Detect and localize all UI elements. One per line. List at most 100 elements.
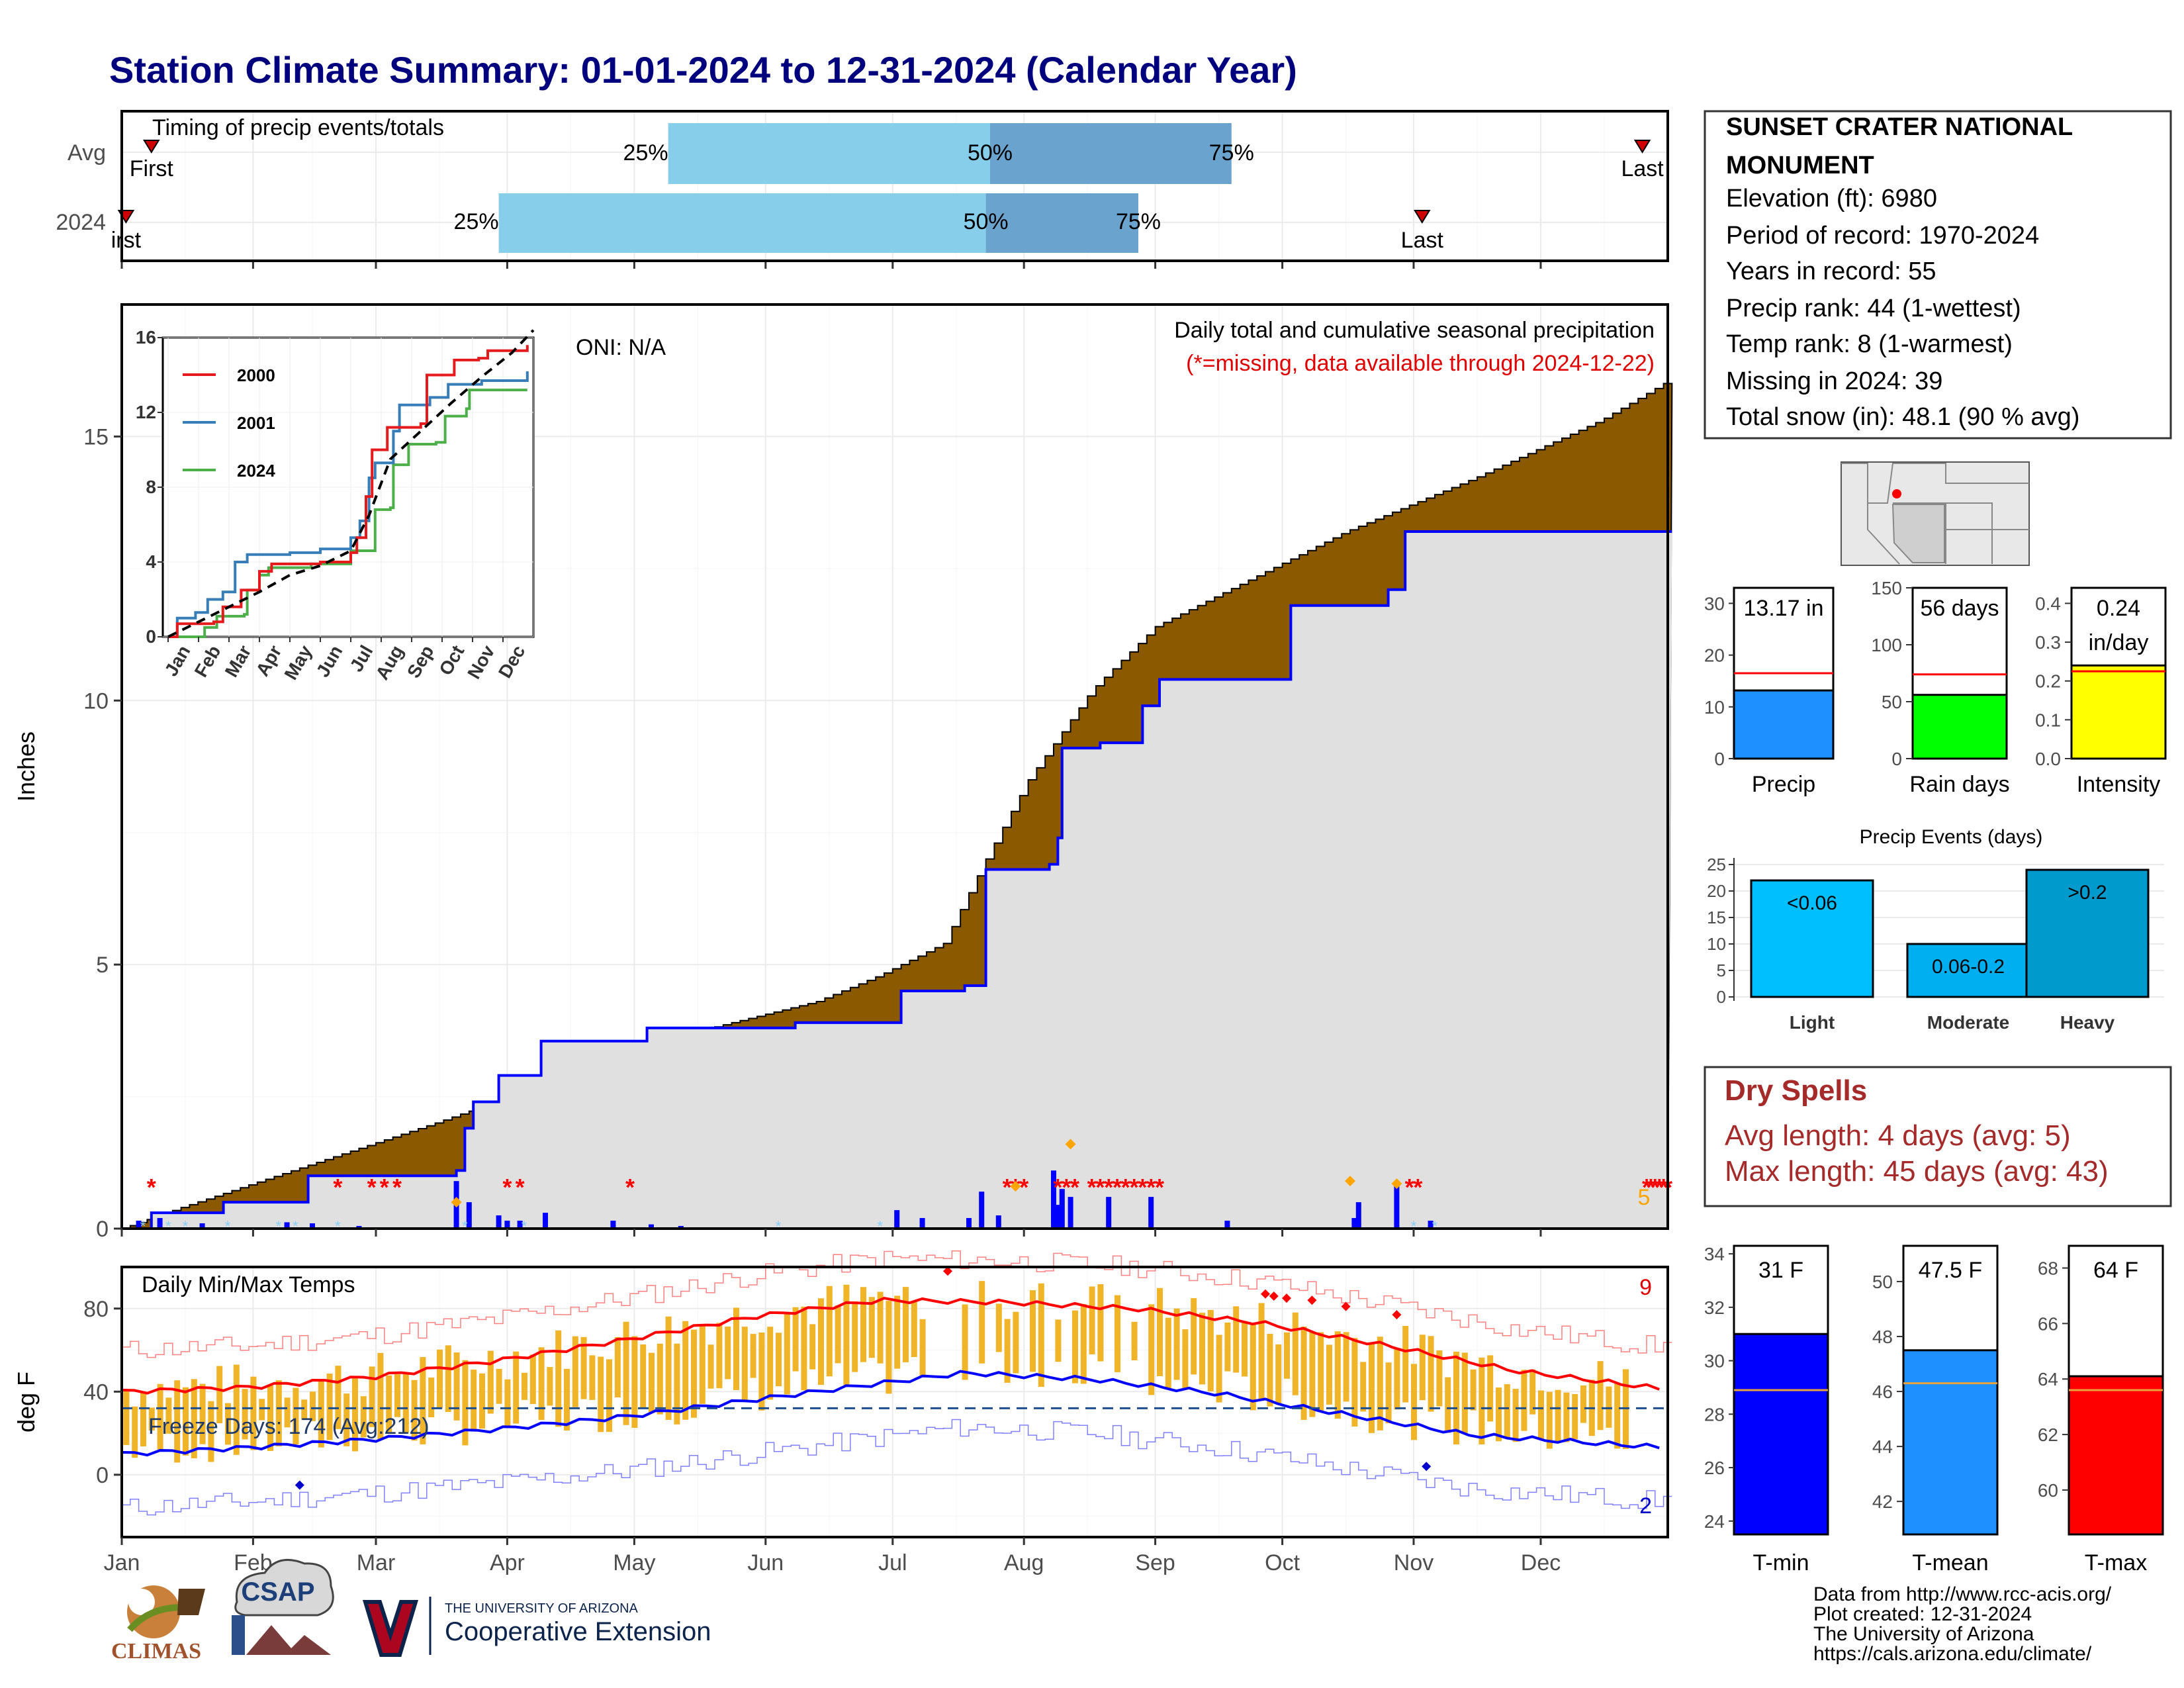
- daily-temp-bar: [1292, 1312, 1298, 1395]
- daily-precip-bar: [284, 1222, 290, 1229]
- precip-bar: [1733, 689, 1835, 760]
- temp-y-tick: 40: [83, 1380, 109, 1405]
- daily-temp-bar: [750, 1334, 756, 1378]
- daily-precip-bar: [995, 1215, 1001, 1229]
- daily-temp-bar: [1233, 1306, 1240, 1373]
- daily-temp-bar: [1030, 1290, 1036, 1372]
- daily-temp-bar: [1369, 1342, 1375, 1433]
- tmin-tick: 26: [1704, 1458, 1725, 1478]
- tmin-tick: 24: [1704, 1511, 1725, 1532]
- record-high-marker: [1392, 1310, 1402, 1320]
- missing-marker: *: [1113, 1174, 1122, 1201]
- inset-y-tick: 12: [136, 402, 156, 422]
- daily-temp-bar: [1207, 1309, 1214, 1391]
- missing-marker: *: [1003, 1174, 1012, 1201]
- daily-temp-bar: [903, 1287, 909, 1362]
- missing-marker: *: [1659, 1174, 1668, 1201]
- daily-temp-bar: [801, 1306, 807, 1391]
- daily-temp-bar: [275, 1380, 282, 1446]
- month-label: Apr: [490, 1550, 525, 1575]
- daily-temp-bar: [445, 1345, 451, 1413]
- missing-marker: *: [1413, 1174, 1422, 1201]
- tmin-tick: 30: [1704, 1351, 1725, 1372]
- snow-marker: *: [293, 1218, 298, 1235]
- daily-precip-bar: [504, 1221, 510, 1229]
- snow-depth-marker: [1065, 1139, 1076, 1150]
- daily-temp-bar: [1148, 1304, 1155, 1395]
- timing-2024-p50: 50%: [964, 209, 1009, 234]
- snow-marker: *: [877, 1218, 883, 1235]
- record-high-marker: [1282, 1293, 1291, 1303]
- daily-temp-bar: [1131, 1321, 1138, 1361]
- precip-tick: 20: [1704, 645, 1725, 666]
- daily-temp-bar: [1512, 1389, 1519, 1442]
- daily-temp-bar: [1521, 1370, 1527, 1431]
- precip-label: Precip: [1752, 772, 1815, 797]
- events-y-tick: 20: [1707, 881, 1726, 901]
- daily-temp-bar: [1309, 1331, 1316, 1417]
- max-record-count: 9: [1639, 1275, 1652, 1300]
- tmean-value: 47.5 F: [1919, 1258, 1982, 1283]
- precip-y-tick: 5: [96, 953, 109, 978]
- temp-y-tick: 0: [96, 1463, 109, 1488]
- snow-marker: *: [225, 1218, 231, 1235]
- daily-temp-bar: [835, 1305, 841, 1364]
- daily-temp-bar: [1224, 1322, 1231, 1372]
- daily-precip-bar: [517, 1221, 523, 1229]
- timing-avg-p25: 25%: [623, 140, 668, 165]
- snow-marker: *: [776, 1218, 782, 1235]
- daily-temp-bar: [995, 1303, 1002, 1352]
- daily-temp-bar: [1182, 1329, 1189, 1389]
- temp-y-tick: 80: [83, 1297, 109, 1322]
- snow-marker: *: [462, 1218, 468, 1235]
- daily-temp-bar: [301, 1399, 308, 1421]
- normal-max-line: [121, 1297, 1660, 1395]
- daily-temp-bar: [792, 1307, 799, 1372]
- daily-temp-bar: [140, 1391, 146, 1447]
- daily-temp-bar: [242, 1389, 248, 1440]
- tmax-tick: 68: [2038, 1258, 2058, 1279]
- daily-temp-bar: [310, 1391, 316, 1421]
- daily-temp-bar: [1199, 1313, 1205, 1385]
- daily-temp-bar: [767, 1327, 774, 1400]
- daily-temp-bar: [1072, 1310, 1078, 1383]
- daily-temp-bar: [1504, 1384, 1510, 1439]
- daily-temp-bar: [504, 1379, 511, 1428]
- chart-title: Station Climate Summary: 01-01-2024 to 1…: [109, 49, 1297, 91]
- daily-precip-bar: [1351, 1218, 1357, 1229]
- daily-temp-bar: [208, 1401, 214, 1462]
- daily-temp-bar: [1572, 1393, 1578, 1440]
- daily-temp-bar: [343, 1393, 350, 1446]
- daily-precip-bar: [1051, 1170, 1056, 1229]
- csap-logo: CSAP: [232, 1558, 334, 1655]
- missing-marker: *: [1646, 1174, 1655, 1201]
- timing-2024-p75: 75%: [1116, 209, 1161, 234]
- daily-temp-bar: [1038, 1283, 1044, 1387]
- events-y-tick: 25: [1707, 855, 1726, 874]
- month-label: May: [613, 1550, 655, 1575]
- snow-marker: *: [140, 1218, 146, 1235]
- daily-temp-bar: [1300, 1327, 1307, 1421]
- dry-spells-box: Dry Spells Avg length: 4 days (avg: 5) M…: [1704, 1066, 2172, 1207]
- missing-marker: *: [1053, 1174, 1062, 1201]
- daily-temp-bar: [1453, 1351, 1459, 1445]
- daily-temp-bar: [148, 1407, 155, 1430]
- daily-temp-bar: [360, 1396, 367, 1438]
- record-low-marker: [295, 1480, 304, 1490]
- daily-temp-bar: [886, 1301, 892, 1394]
- daily-temp-bar: [649, 1352, 655, 1413]
- record-low-line: [122, 1419, 1672, 1516]
- climas-logo: CLIMAS: [111, 1585, 205, 1664]
- month-label: Jun: [747, 1550, 784, 1575]
- temp-summary-bars: 31 F 24 26 28 30 32 34 T-min 47.5 F 42 44 46 48 50 T-m…: [1704, 1244, 2164, 1575]
- station-temp-rank: Temp rank: 8 (1-warmest): [1726, 330, 2013, 358]
- daily-temp-bar: [1334, 1331, 1341, 1419]
- month-label: Jul: [878, 1550, 907, 1575]
- missing-marker: *: [1138, 1174, 1147, 1201]
- inset-line-2001: [168, 371, 529, 638]
- daily-temp-bar: [1004, 1319, 1011, 1383]
- daily-precip-bar: [919, 1218, 925, 1229]
- timing-avg-p50: 50%: [968, 140, 1013, 165]
- ua-logo: THE UNIVERSITY OF ARIZONA Cooperative Ex…: [362, 1597, 711, 1657]
- snow-depth-marker: [1345, 1176, 1355, 1187]
